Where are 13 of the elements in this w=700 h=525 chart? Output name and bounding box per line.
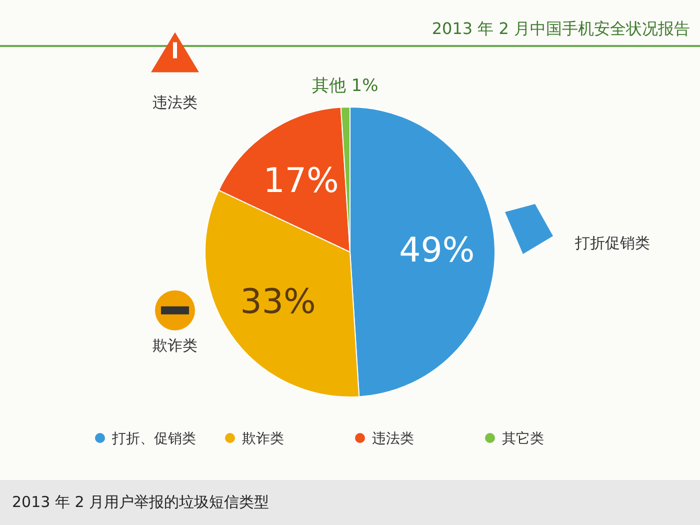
data-label: 其他 1% [312, 76, 378, 96]
legend-label: 打折、促销类 [111, 431, 196, 447]
data-label: 49% [399, 230, 475, 270]
data-label: 17% [263, 161, 339, 202]
text: 2013 年 2 月用户举报的垃圾短信类型 [12, 493, 270, 511]
chart-title: 2013 年 2 月中国手机安全状况报告 [432, 19, 690, 38]
text: 违法类 [152, 93, 198, 112]
legend-label: 违法类 [372, 431, 414, 447]
legend-label: 欺诈类 [242, 431, 284, 447]
text: 打折促销类 [574, 234, 650, 252]
text: 欺诈类 [152, 336, 198, 354]
data-label: 33% [240, 282, 316, 322]
legend-label: 其它类 [502, 431, 544, 447]
